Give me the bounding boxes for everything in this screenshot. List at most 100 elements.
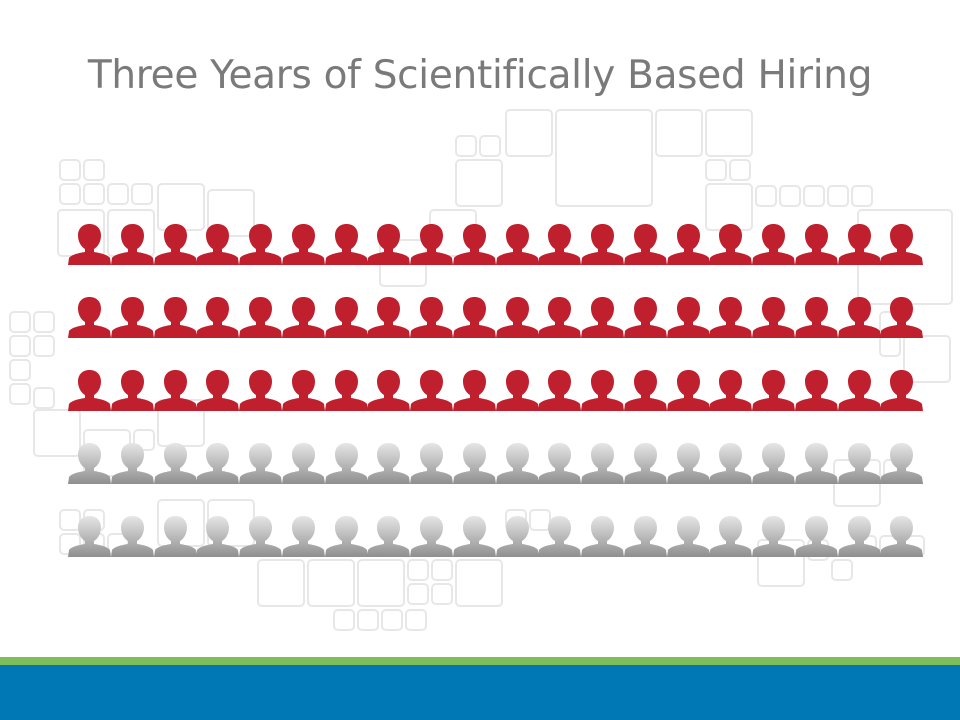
person-icon-highlighted <box>281 295 325 339</box>
background-tile <box>455 135 477 157</box>
person-icon-muted <box>324 514 368 558</box>
background-tile <box>455 159 503 207</box>
person-icon-highlighted <box>110 295 154 339</box>
person-icon-muted <box>752 514 795 558</box>
person-icon-highlighted <box>538 368 582 412</box>
background-tile <box>831 559 853 581</box>
person-icon-highlighted <box>581 222 624 266</box>
background-tile <box>9 383 31 405</box>
person-icon-highlighted <box>709 295 753 339</box>
background-tile <box>851 185 873 207</box>
background-tile <box>405 609 427 631</box>
background-tile <box>133 429 155 451</box>
person-icon-highlighted <box>623 222 667 266</box>
background-tile <box>59 183 81 205</box>
person-icon-highlighted <box>666 295 710 339</box>
background-tile <box>381 609 403 631</box>
person-icon-highlighted <box>324 295 368 339</box>
person-icon-highlighted <box>538 222 582 266</box>
person-icon-highlighted <box>410 295 453 339</box>
footer-blue-band <box>0 665 960 720</box>
background-tile <box>307 559 355 607</box>
person-icon-highlighted <box>281 222 325 266</box>
background-tile <box>479 135 501 157</box>
person-icon-muted <box>68 514 111 558</box>
person-icon-highlighted <box>239 368 282 412</box>
background-tile <box>705 109 753 157</box>
person-icon-muted <box>666 514 710 558</box>
slide-title: Three Years of Scientifically Based Hiri… <box>87 53 873 98</box>
person-icon-highlighted <box>495 295 539 339</box>
person-icon-muted <box>110 514 154 558</box>
person-icon-highlighted <box>709 222 753 266</box>
background-tile <box>529 509 551 531</box>
person-icon-highlighted <box>324 368 368 412</box>
background-tile <box>59 509 81 531</box>
person-icon-muted <box>581 441 624 485</box>
background-tile <box>9 311 31 333</box>
person-icon-muted <box>538 514 582 558</box>
person-icon-highlighted <box>452 295 496 339</box>
person-icon-highlighted <box>367 295 411 339</box>
person-icon-muted <box>752 441 795 485</box>
person-icon-muted <box>794 441 838 485</box>
person-icon-muted <box>880 514 924 558</box>
person-icon-highlighted <box>581 295 624 339</box>
person-icon-highlighted <box>153 222 197 266</box>
person-icon-highlighted <box>752 222 795 266</box>
background-tile <box>803 185 825 207</box>
person-icon-highlighted <box>837 295 881 339</box>
person-icon-highlighted <box>196 368 240 412</box>
person-icon-muted <box>880 441 924 485</box>
person-icon-muted <box>410 441 453 485</box>
person-icon-highlighted <box>452 222 496 266</box>
background-tile <box>729 159 751 181</box>
background-tile <box>33 335 55 357</box>
person-icon-muted <box>452 441 496 485</box>
person-icon-highlighted <box>495 368 539 412</box>
person-icon-muted <box>324 441 368 485</box>
person-icon-highlighted <box>367 368 411 412</box>
person-icon-highlighted <box>153 295 197 339</box>
background-tile <box>83 183 105 205</box>
person-icon-highlighted <box>110 222 154 266</box>
background-tile <box>333 609 355 631</box>
person-icon-highlighted <box>495 222 539 266</box>
person-icon-highlighted <box>324 222 368 266</box>
person-icon-muted <box>281 514 325 558</box>
person-icon-highlighted <box>666 368 710 412</box>
background-tile <box>407 559 429 581</box>
background-tile <box>131 183 153 205</box>
person-icon-muted <box>495 514 539 558</box>
person-icon-muted <box>196 514 240 558</box>
person-icon-highlighted <box>709 368 753 412</box>
background-tile <box>9 359 31 381</box>
person-icon-highlighted <box>68 222 111 266</box>
person-icon-highlighted <box>196 222 240 266</box>
person-icon-highlighted <box>623 295 667 339</box>
background-tile <box>455 559 503 607</box>
person-icon-highlighted <box>752 295 795 339</box>
person-icon-highlighted <box>452 368 496 412</box>
person-icon-highlighted <box>837 222 881 266</box>
person-icon-highlighted <box>581 368 624 412</box>
person-icon-highlighted <box>794 295 838 339</box>
person-icon-muted <box>68 441 111 485</box>
background-tile <box>779 185 801 207</box>
background-tile <box>827 185 849 207</box>
background-tile <box>431 559 453 581</box>
person-icon-muted <box>709 441 753 485</box>
person-icon-muted <box>837 441 881 485</box>
background-tile <box>505 109 553 157</box>
person-icon-highlighted <box>794 222 838 266</box>
person-icon-muted <box>452 514 496 558</box>
person-icon-highlighted <box>880 295 924 339</box>
background-tile <box>407 583 429 605</box>
background-tile <box>431 583 453 605</box>
person-icon-highlighted <box>538 295 582 339</box>
person-icon-highlighted <box>794 368 838 412</box>
background-tile <box>207 189 255 237</box>
person-icon-muted <box>367 514 411 558</box>
person-icon-highlighted <box>410 222 453 266</box>
